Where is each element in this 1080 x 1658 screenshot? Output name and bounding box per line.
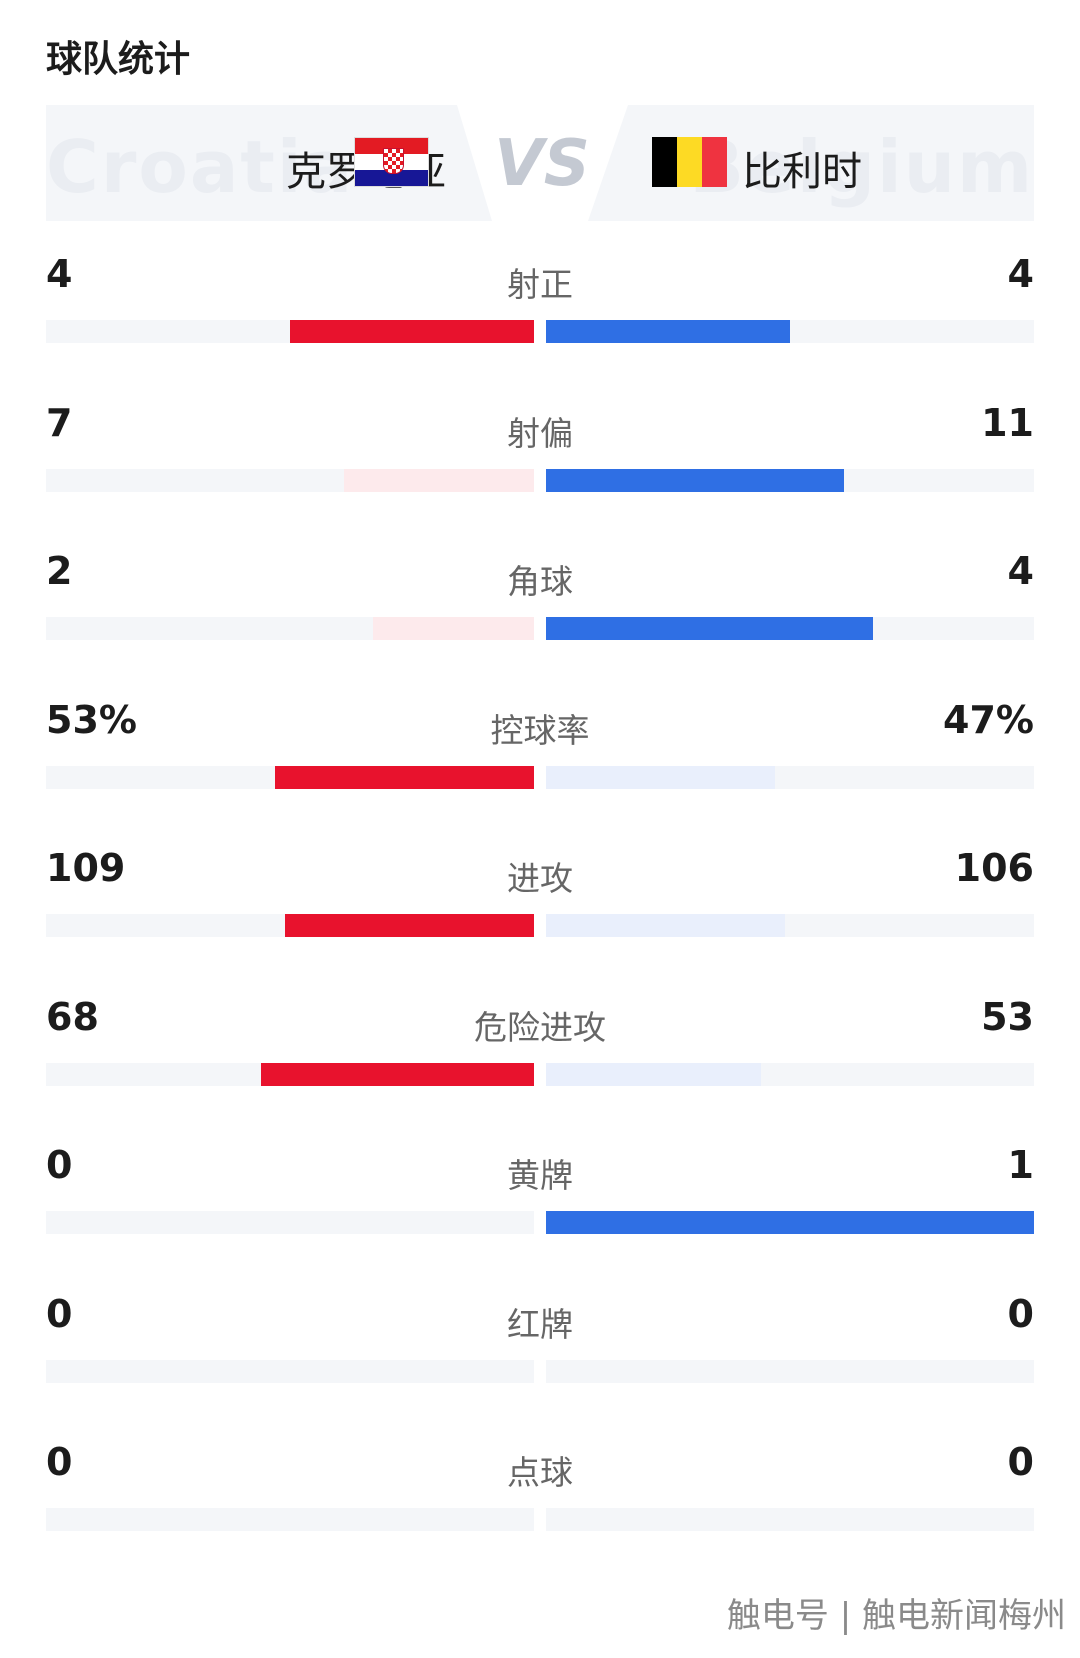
away-stat-value: 1: [1007, 1143, 1034, 1187]
home-stat-value: 2: [46, 549, 73, 593]
home-stat-track: [46, 914, 534, 937]
home-stat-value: 0: [46, 1291, 73, 1336]
stat-label: 控球率: [490, 710, 590, 750]
home-stat-bar: [275, 765, 534, 789]
stat-label: 角球: [507, 562, 573, 601]
home-stat-value: 53%: [46, 697, 137, 742]
away-stat-bar: [546, 320, 790, 343]
vs-label: VS: [494, 127, 590, 201]
flag-stripe: [355, 138, 428, 154]
stat-row-4: 109 进攻 106: [46, 846, 1034, 956]
stat-row-3: 53% 控球率 47%: [46, 698, 1034, 808]
home-stat-track: [46, 1211, 534, 1234]
home-stat-bar: [373, 617, 534, 640]
away-stat-track: [546, 914, 1034, 937]
home-stat-value: 4: [46, 252, 73, 296]
stat-row-8: 0 点球 0: [46, 1440, 1034, 1550]
stat-label: 点球: [507, 1453, 573, 1492]
home-stat-track: [46, 320, 534, 343]
home-stat-value: 0: [46, 1143, 73, 1187]
home-watermark: Croatia: [46, 125, 355, 209]
stat-label: 红牌: [507, 1304, 573, 1344]
away-stat-value: 47%: [943, 697, 1034, 742]
away-watermark: Belgium: [689, 125, 1034, 209]
away-stat-bar: [546, 617, 873, 640]
away-stat-track: [546, 1211, 1034, 1234]
stat-label: 黄牌: [507, 1156, 573, 1195]
away-stat-track: [546, 765, 1034, 789]
away-stat-value: 0: [1007, 1440, 1034, 1484]
home-stat-track: [46, 1508, 534, 1531]
home-stat-bar: [344, 468, 534, 492]
home-stat-bar: [285, 914, 534, 937]
stat-label: 射正: [507, 265, 573, 304]
home-stat-value: 7: [46, 400, 73, 445]
away-stat-bar: [546, 468, 844, 492]
match-header: Croatia Belgium 克罗地亚 VS 比利时: [46, 105, 1034, 221]
stat-label: 进攻: [507, 859, 573, 898]
away-stat-value: 53: [981, 994, 1034, 1039]
flag-stripe: [677, 137, 702, 187]
away-stat-track: [546, 468, 1034, 492]
away-stat-bar: [546, 1211, 1034, 1234]
home-stat-value: 68: [46, 994, 99, 1039]
stat-row-2: 2 角球 4: [46, 549, 1034, 659]
home-stat-track: [46, 617, 534, 640]
away-stat-value: 0: [1007, 1291, 1034, 1336]
home-stat-track: [46, 468, 534, 492]
away-stat-track: [546, 1359, 1034, 1383]
stat-label: 射偏: [507, 413, 573, 453]
away-stat-value: 106: [954, 846, 1034, 890]
flag-stripe: [702, 137, 727, 187]
away-stat-value: 4: [1007, 252, 1034, 296]
flag-stripe: [355, 169, 428, 186]
stat-row-1: 7 射偏 11: [46, 401, 1034, 511]
away-stat-track: [546, 1062, 1034, 1086]
home-stat-value: 0: [46, 1440, 73, 1484]
away-stat-value: 4: [1007, 549, 1034, 593]
home-stat-track: [46, 765, 534, 789]
away-stat-track: [546, 320, 1034, 343]
stat-row-7: 0 红牌 0: [46, 1292, 1034, 1402]
home-stat-track: [46, 1359, 534, 1383]
away-team-name: 比利时: [742, 149, 862, 195]
flag-stripe: [652, 137, 677, 187]
home-stat-bar: [261, 1062, 534, 1086]
stat-row-5: 68 危险进攻 53: [46, 995, 1034, 1105]
page-title: 球队统计: [46, 39, 191, 80]
away-stat-track: [546, 617, 1034, 640]
home-stat-bar: [290, 320, 534, 343]
away-stat-track: [546, 1508, 1034, 1531]
croatia-crest-icon: [383, 148, 404, 174]
stat-row-0: 4 射正 4: [46, 252, 1034, 362]
home-stat-track: [46, 1062, 534, 1086]
source-watermark: 触电号 | 触电新闻梅州: [726, 1596, 1066, 1636]
away-stat-bar: [546, 914, 785, 937]
stat-label: 危险进攻: [474, 1007, 606, 1047]
belgium-flag-icon: [652, 137, 727, 187]
croatia-flag-icon: [354, 137, 429, 187]
away-stat-bar: [546, 1062, 761, 1086]
away-stat-value: 11: [981, 400, 1034, 445]
stat-row-6: 0 黄牌 1: [46, 1143, 1034, 1253]
away-stat-bar: [546, 765, 775, 789]
home-stat-value: 109: [46, 846, 126, 890]
